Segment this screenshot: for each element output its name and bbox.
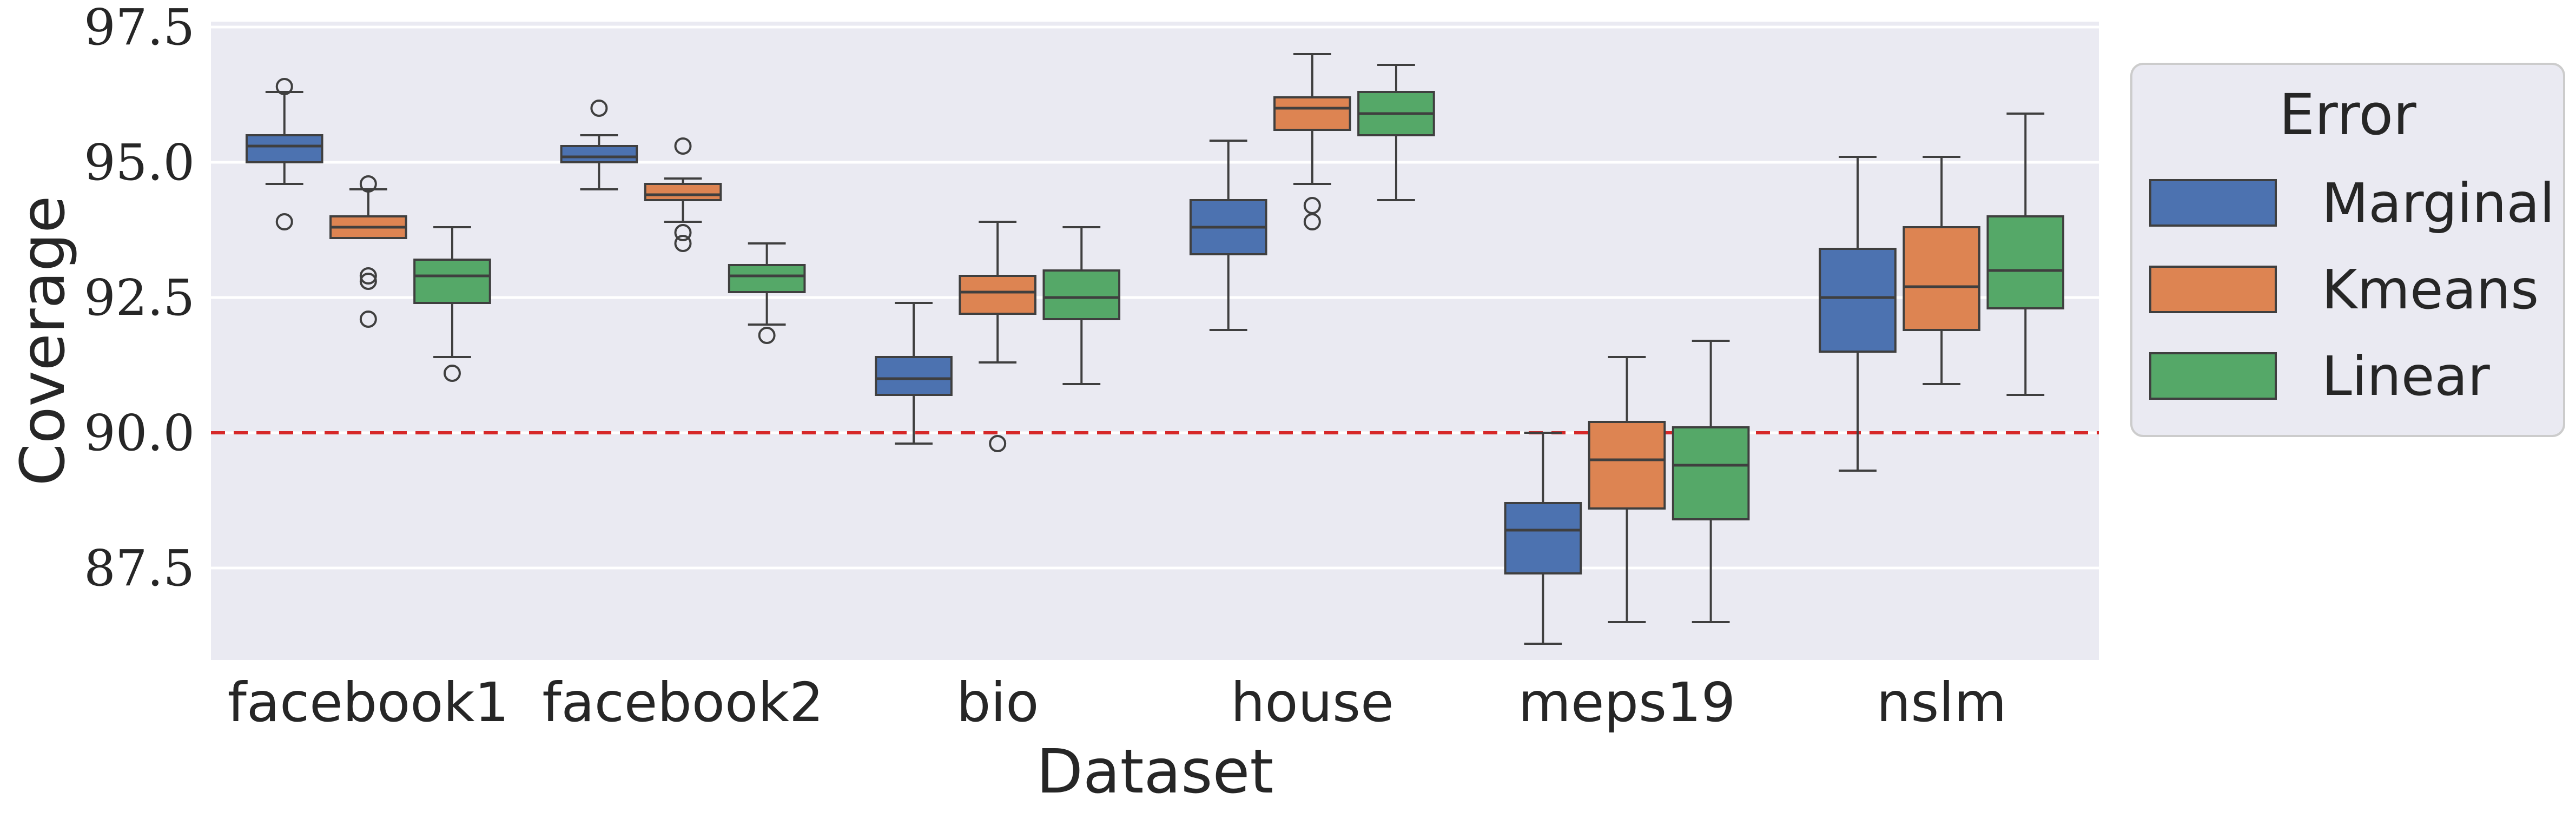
x-axis-label: Dataset — [1036, 737, 1274, 807]
legend-swatch-marginal — [2149, 179, 2277, 227]
box-linear-nslm — [1986, 113, 2065, 396]
legend-swatch-kmeans — [2149, 266, 2277, 313]
outlier-point — [359, 175, 377, 193]
box-iqr — [1273, 96, 1351, 131]
box-iqr — [875, 356, 953, 396]
outlier-point — [359, 267, 377, 285]
outlier-point — [359, 311, 377, 328]
outlier-point — [275, 78, 293, 95]
box-iqr — [1986, 215, 2065, 309]
box-iqr — [1042, 269, 1121, 320]
outlier-point — [758, 327, 776, 344]
x-tick-label: nslm — [1877, 671, 2007, 734]
box-kmeans-facebook1 — [329, 175, 407, 328]
box-iqr — [1504, 502, 1582, 574]
box-marginal-nslm — [1819, 156, 1897, 472]
legend-title: Error — [2279, 82, 2416, 148]
x-tick-labels: facebook1 facebook2 bio house meps19 nslm — [228, 671, 2007, 734]
box-iqr — [413, 259, 491, 304]
legend-frame — [2130, 63, 2565, 437]
y-tick-labels: 87.5 90.0 92.5 95.0 97.5 — [84, 0, 195, 597]
outlier-point — [989, 435, 1007, 452]
x-tick-label: facebook2 — [542, 671, 823, 734]
x-tick-label: house — [1231, 671, 1394, 734]
box-iqr — [1588, 421, 1666, 510]
outlier-point — [674, 235, 692, 252]
legend-label-marginal: Marginal — [2322, 171, 2555, 235]
x-tick-label: bio — [956, 671, 1039, 734]
box-linear-bio — [1042, 226, 1121, 385]
box-linear-facebook1 — [413, 226, 491, 382]
legend: Error Marginal Kmeans Linear — [2130, 63, 2565, 437]
box-kmeans-nslm — [1903, 156, 1980, 385]
x-tick-label: facebook1 — [228, 671, 509, 734]
box-iqr — [728, 264, 806, 293]
box-marginal-house — [1189, 140, 1267, 331]
y-tick-label: 95.0 — [84, 134, 195, 191]
box-iqr — [644, 183, 722, 201]
y-tick-label: 90.0 — [84, 404, 195, 462]
outlier-point — [275, 213, 293, 230]
y-tick-label: 92.5 — [84, 269, 195, 327]
outlier-point — [674, 137, 692, 155]
y-tick-label: 87.5 — [84, 539, 195, 597]
box-marginal-bio — [875, 302, 953, 445]
outlier-point — [590, 100, 608, 117]
outlier-point — [1303, 213, 1321, 230]
y-tick-label: 97.5 — [84, 0, 195, 56]
outlier-point — [359, 273, 377, 290]
plot-background — [211, 22, 2099, 660]
box-marginal-facebook1 — [245, 78, 323, 230]
box-linear-facebook2 — [728, 242, 806, 344]
box-iqr — [1903, 226, 1980, 331]
legend-label-kmeans: Kmeans — [2322, 258, 2539, 321]
legend-label-linear: Linear — [2322, 345, 2491, 408]
box-marginal-facebook2 — [560, 100, 638, 190]
box-linear-meps19 — [1672, 340, 1750, 623]
box-iqr — [959, 275, 1036, 315]
box-kmeans-house — [1273, 53, 1351, 230]
box-marginal-meps19 — [1504, 432, 1582, 645]
box-kmeans-facebook2 — [644, 137, 722, 252]
box-iqr — [245, 134, 323, 163]
legend-swatch-linear — [2149, 352, 2277, 400]
legend-entries: Marginal Kmeans Linear — [2149, 171, 2555, 408]
outlier-point — [674, 224, 692, 241]
box-kmeans-meps19 — [1588, 356, 1666, 623]
x-tick-label: meps19 — [1518, 671, 1736, 734]
boxes-layer — [245, 53, 2065, 645]
box-iqr — [1672, 426, 1750, 520]
box-kmeans-bio — [959, 221, 1036, 452]
y-axis-label: Coverage — [8, 196, 78, 486]
box-iqr — [560, 145, 638, 163]
box-linear-house — [1357, 64, 1435, 201]
outlier-point — [443, 365, 461, 382]
box-iqr — [1819, 248, 1897, 353]
